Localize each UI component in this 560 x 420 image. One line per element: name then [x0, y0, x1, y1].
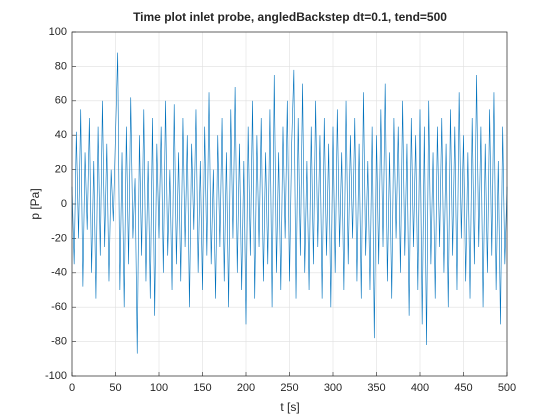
y-tick-label: 80 [55, 60, 67, 72]
x-tick-label: 200 [237, 382, 255, 394]
x-tick-label: 0 [69, 382, 75, 394]
x-tick-label: 450 [454, 382, 472, 394]
y-tick-label: 40 [55, 129, 67, 141]
y-tick-label: -100 [45, 370, 67, 382]
x-tick-label: 350 [367, 382, 385, 394]
x-axis-label: t [s] [280, 400, 299, 414]
y-tick-label: -20 [51, 232, 67, 244]
y-tick-label: -80 [51, 336, 67, 348]
x-tick-label: 500 [498, 382, 516, 394]
x-tick-label: 100 [150, 382, 168, 394]
x-tick-label: 250 [280, 382, 298, 394]
x-tick-label: 150 [193, 382, 211, 394]
y-tick-label: 100 [49, 26, 67, 38]
y-tick-label: 60 [55, 95, 67, 107]
x-tick-label: 400 [411, 382, 429, 394]
y-axis-label: p [Pa] [28, 188, 42, 219]
axes-box [71, 31, 508, 377]
x-tick-label: 300 [324, 382, 342, 394]
chart-title: Time plot inlet probe, angledBackstep dt… [133, 10, 447, 24]
x-tick-label: 50 [109, 382, 121, 394]
y-tick-label: -60 [51, 301, 67, 313]
data-line [71, 52, 508, 354]
y-tick-label: 20 [55, 164, 67, 176]
y-tick-label: 0 [61, 198, 67, 210]
y-tick-label: -40 [51, 267, 67, 279]
